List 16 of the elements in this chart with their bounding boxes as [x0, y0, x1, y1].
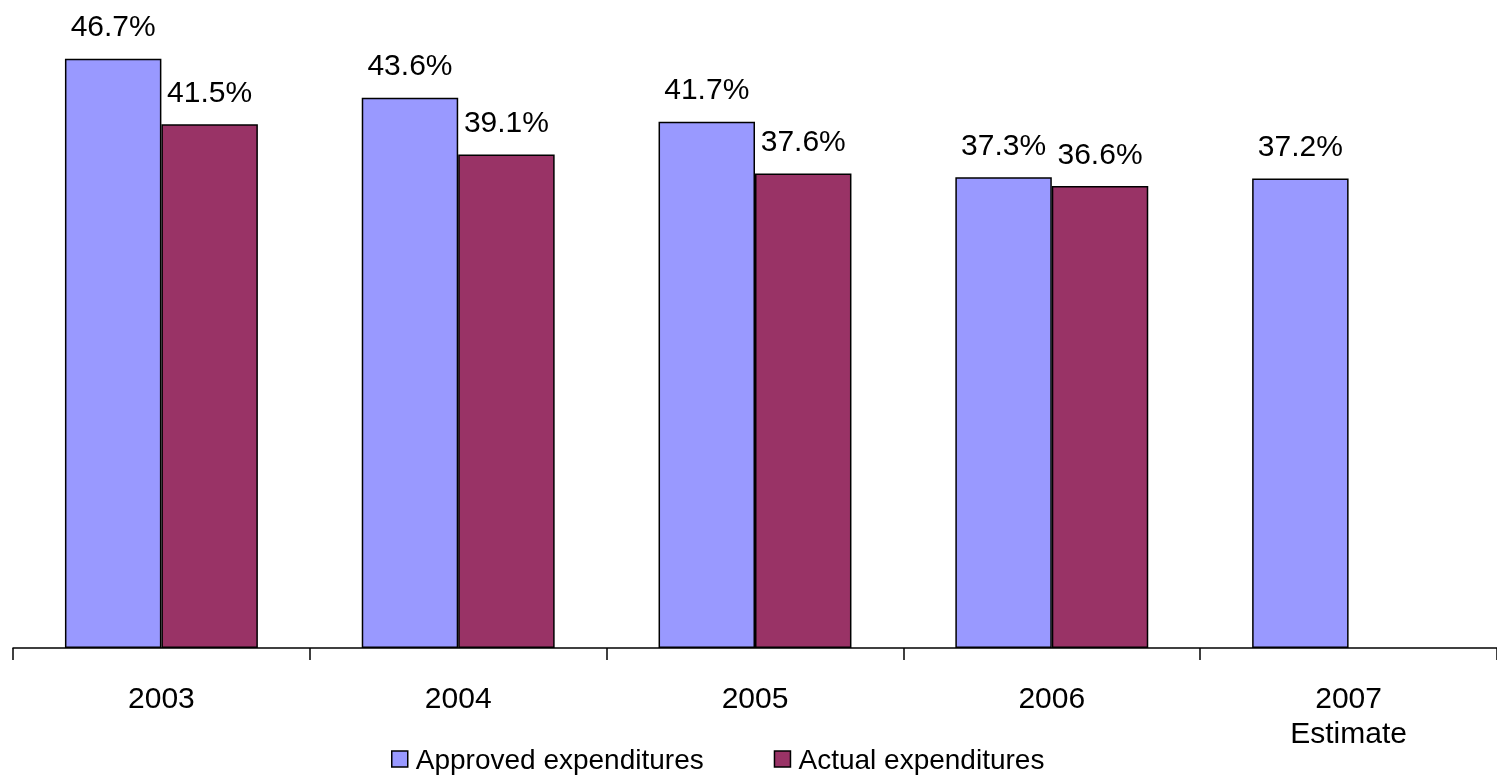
x-tick-label: 2003	[128, 681, 195, 714]
x-tick-label: 2005	[721, 681, 789, 714]
data-label: 46.7%	[70, 9, 156, 43]
data-label: 37.6%	[760, 123, 846, 157]
legend-label: Approved expenditures	[415, 743, 704, 775]
legend-label: Actual expenditures	[798, 743, 1045, 775]
x-tick-label: 2007 Estimate	[1290, 681, 1407, 749]
data-label: 43.6%	[367, 48, 453, 82]
data-label: 41.7%	[664, 72, 750, 106]
x-tick-label: 2004	[424, 681, 492, 714]
data-label: 39.1%	[463, 105, 549, 139]
data-label: 37.2%	[1257, 129, 1343, 163]
data-label: 36.6%	[1057, 136, 1143, 170]
data-label: 41.5%	[167, 74, 253, 108]
x-tick-label: 2006	[1018, 681, 1086, 714]
data-label: 37.3%	[961, 127, 1047, 161]
